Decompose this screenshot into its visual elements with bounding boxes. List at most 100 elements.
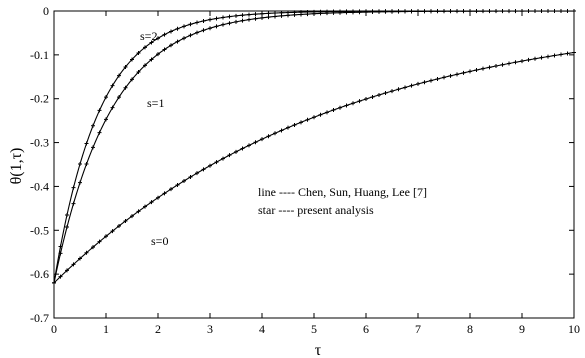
data-point-marker	[188, 22, 193, 27]
data-point-marker	[188, 175, 193, 179]
data-point-marker	[279, 128, 284, 133]
data-point-marker	[572, 50, 576, 55]
data-point-marker	[52, 280, 56, 285]
data-point-marker	[221, 15, 225, 20]
data-point-marker	[370, 94, 375, 99]
data-point-marker	[84, 250, 89, 255]
data-point-marker	[396, 87, 401, 92]
data-point-marker	[91, 145, 95, 150]
data-point-marker	[175, 26, 180, 31]
data-point-marker	[279, 13, 284, 18]
data-point-marker	[195, 20, 199, 25]
data-point-marker	[182, 36, 186, 41]
data-point-marker	[552, 9, 557, 14]
data-point-marker	[182, 24, 186, 29]
series-line	[53, 51, 575, 284]
data-point-marker	[481, 66, 485, 71]
data-point-marker	[500, 9, 505, 14]
data-point-marker	[201, 18, 206, 23]
data-point-marker	[442, 75, 446, 80]
data-point-marker	[175, 39, 180, 44]
data-point-marker	[539, 55, 544, 60]
data-point-marker	[487, 9, 492, 14]
data-point-marker	[299, 120, 303, 125]
data-point-marker	[396, 9, 401, 14]
series-line	[53, 10, 574, 284]
data-point-marker	[364, 97, 368, 102]
data-point-marker	[195, 171, 199, 176]
data-point-marker	[364, 10, 368, 15]
data-point-marker	[481, 9, 485, 14]
data-point-marker	[71, 201, 76, 206]
data-point-marker	[208, 17, 212, 22]
data-point-marker	[273, 131, 277, 136]
data-point-marker	[130, 77, 134, 82]
data-point-marker	[143, 204, 147, 209]
data-point-marker	[169, 187, 173, 192]
data-point-marker	[136, 69, 141, 74]
data-point-marker	[71, 262, 76, 267]
data-point-marker	[91, 123, 95, 128]
data-point-marker	[110, 83, 115, 88]
data-point-marker	[123, 218, 128, 223]
data-point-marker	[461, 9, 466, 14]
data-point-marker	[390, 89, 394, 94]
x-tick-label: 4	[259, 322, 265, 336]
data-point-marker	[526, 9, 531, 14]
data-point-marker	[104, 117, 108, 122]
data-point-marker	[156, 195, 160, 200]
y-tick-label: -0.4	[30, 179, 49, 193]
y-tick-label: -0.2	[30, 92, 49, 106]
data-point-marker	[455, 72, 459, 77]
data-point-marker	[136, 209, 141, 214]
series-label-s2: s=2	[140, 29, 157, 43]
y-axis-label: θ(1,τ)	[8, 148, 25, 185]
data-point-marker	[325, 11, 329, 16]
data-point-marker	[416, 81, 420, 86]
data-point-marker	[97, 130, 102, 135]
data-point-marker	[494, 9, 498, 14]
x-tick-label: 7	[415, 322, 421, 336]
data-point-marker	[58, 274, 63, 279]
data-point-marker	[156, 52, 160, 57]
y-tick-label: -0.5	[30, 223, 49, 237]
data-point-marker	[253, 140, 258, 145]
data-point-marker	[331, 10, 336, 15]
data-point-marker	[312, 115, 316, 120]
data-point-marker	[526, 57, 531, 62]
y-tick-label: -0.7	[30, 311, 49, 325]
data-point-marker	[97, 239, 102, 244]
data-point-marker	[403, 85, 407, 90]
data-point-marker	[409, 9, 414, 14]
data-point-marker	[78, 162, 82, 167]
x-tick-label: 8	[467, 322, 473, 336]
data-point-marker	[383, 91, 388, 96]
y-tick-label: -0.6	[30, 267, 49, 281]
data-point-marker	[214, 24, 219, 29]
data-point-marker	[422, 80, 427, 85]
data-point-marker	[468, 69, 472, 74]
series-line	[53, 10, 574, 284]
data-point-marker	[162, 32, 167, 37]
data-point-marker	[546, 9, 550, 14]
data-point-marker	[214, 160, 219, 165]
data-point-marker	[58, 244, 63, 249]
data-point-marker	[234, 149, 238, 154]
data-point-marker	[234, 19, 238, 24]
data-point-marker	[286, 125, 290, 130]
data-point-marker	[195, 30, 199, 35]
data-point-marker	[409, 83, 414, 88]
data-point-marker	[565, 9, 570, 14]
data-point-marker	[247, 12, 251, 17]
data-point-marker	[435, 9, 440, 14]
x-tick-label: 10	[568, 322, 580, 336]
x-tick-label: 2	[155, 322, 161, 336]
y-tick-label: 0	[43, 4, 49, 18]
data-point-marker	[221, 156, 225, 161]
data-point-marker	[494, 64, 498, 69]
data-point-marker	[169, 29, 173, 34]
data-point-marker	[299, 12, 303, 17]
data-point-marker	[546, 54, 550, 59]
data-point-marker	[487, 65, 492, 70]
data-point-marker	[422, 9, 427, 14]
